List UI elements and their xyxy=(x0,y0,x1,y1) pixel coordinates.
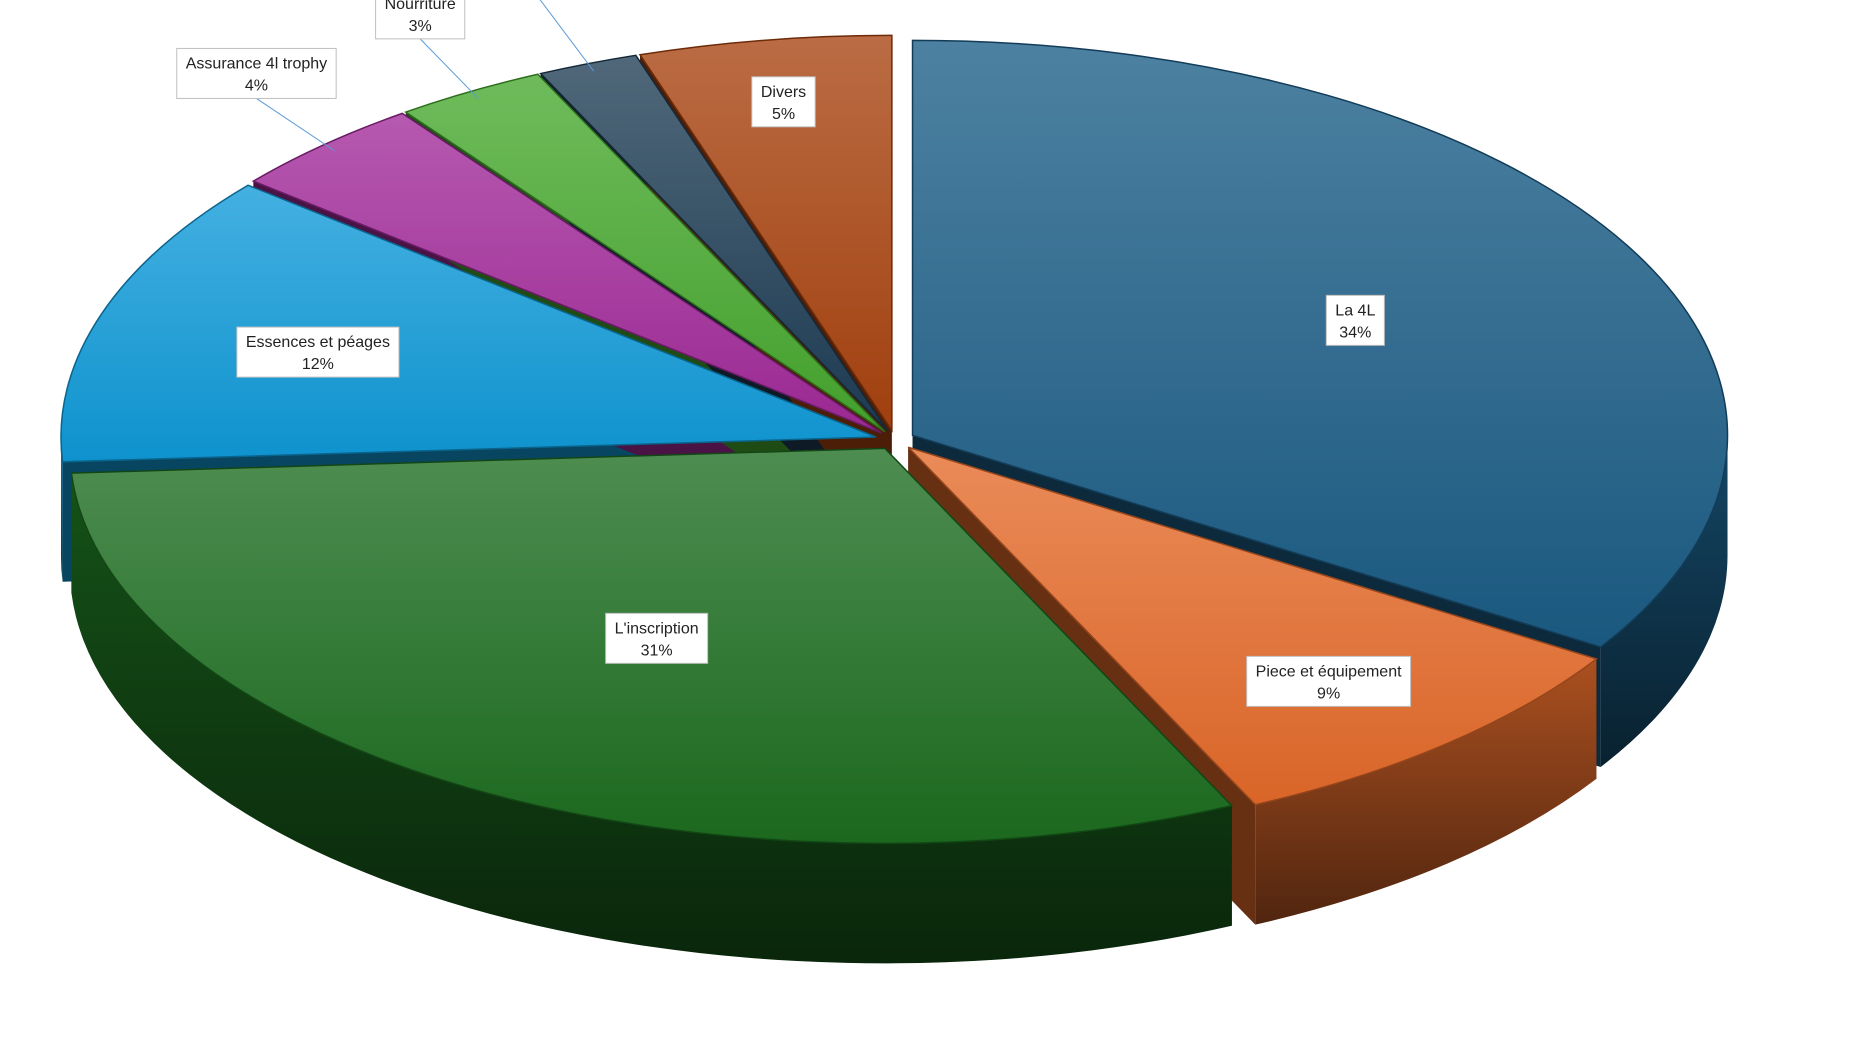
data-labels: La 4L 34% Piece et équipement 9% L'inscripti… xyxy=(176,0,1412,707)
data-label-percent: 12% xyxy=(302,356,334,373)
leader-line xyxy=(256,98,335,152)
slice-la-4l xyxy=(911,39,1729,648)
data-label-piece-et-equipement: Piece et équipement 9% xyxy=(1246,655,1412,707)
data-label-assurance-4l-trophy: Assurance 4l trophy 4% xyxy=(176,47,337,152)
leader-line xyxy=(419,38,479,99)
data-label-percent: 9% xyxy=(1317,685,1340,702)
slice-side-l-inscription xyxy=(71,473,1232,964)
data-label-box xyxy=(236,326,400,378)
slice-side-essences-et-peages xyxy=(60,437,63,582)
data-label-percent: 4% xyxy=(245,77,268,94)
data-label-nourriture: Nourriture 3% xyxy=(375,0,479,99)
slice-piece-et-equipement xyxy=(907,446,1598,806)
data-label-category: Nourriture xyxy=(385,0,456,13)
leader-line xyxy=(539,0,595,72)
data-label-box xyxy=(375,0,466,40)
data-label-percent: 31% xyxy=(641,642,673,659)
data-label-percent: 5% xyxy=(772,106,795,123)
data-label-divers: Divers 5% xyxy=(751,76,816,128)
slice-tops xyxy=(60,34,1729,845)
data-label-box xyxy=(605,612,709,664)
slice-essences-et-peages xyxy=(60,184,877,463)
data-label-box xyxy=(1325,294,1385,346)
data-label-category: Essences et péages xyxy=(246,334,390,351)
data-label-category: La 4L xyxy=(1335,302,1375,319)
data-label-percent: 34% xyxy=(1339,324,1371,341)
slice-assurance-4l-trophy xyxy=(251,112,882,434)
data-label-frais-sur-place-et-imprevus: Frais sur place et imprevus2% xyxy=(539,0,595,72)
data-label-box xyxy=(1246,655,1412,707)
data-label-category: Assurance 4l trophy xyxy=(186,55,327,72)
slice-nourriture xyxy=(404,73,886,433)
data-label-percent: 3% xyxy=(409,18,432,35)
data-label-la-4l: La 4L 34% xyxy=(1325,294,1385,346)
data-label-box xyxy=(176,47,337,99)
slice-divers xyxy=(638,34,893,433)
data-label-box xyxy=(751,76,816,128)
slice-side-piece-et-equipement xyxy=(1255,658,1597,925)
data-label-category: L'inscription xyxy=(615,620,699,637)
data-label-category: Piece et équipement xyxy=(1256,663,1402,680)
data-label-essences-et-peages: Essences et péages 12% xyxy=(236,326,400,378)
data-label-category: Divers xyxy=(761,84,806,101)
data-label-l-inscription: L'inscription 31% xyxy=(605,612,709,664)
slice-side-la-4l xyxy=(1600,435,1728,767)
